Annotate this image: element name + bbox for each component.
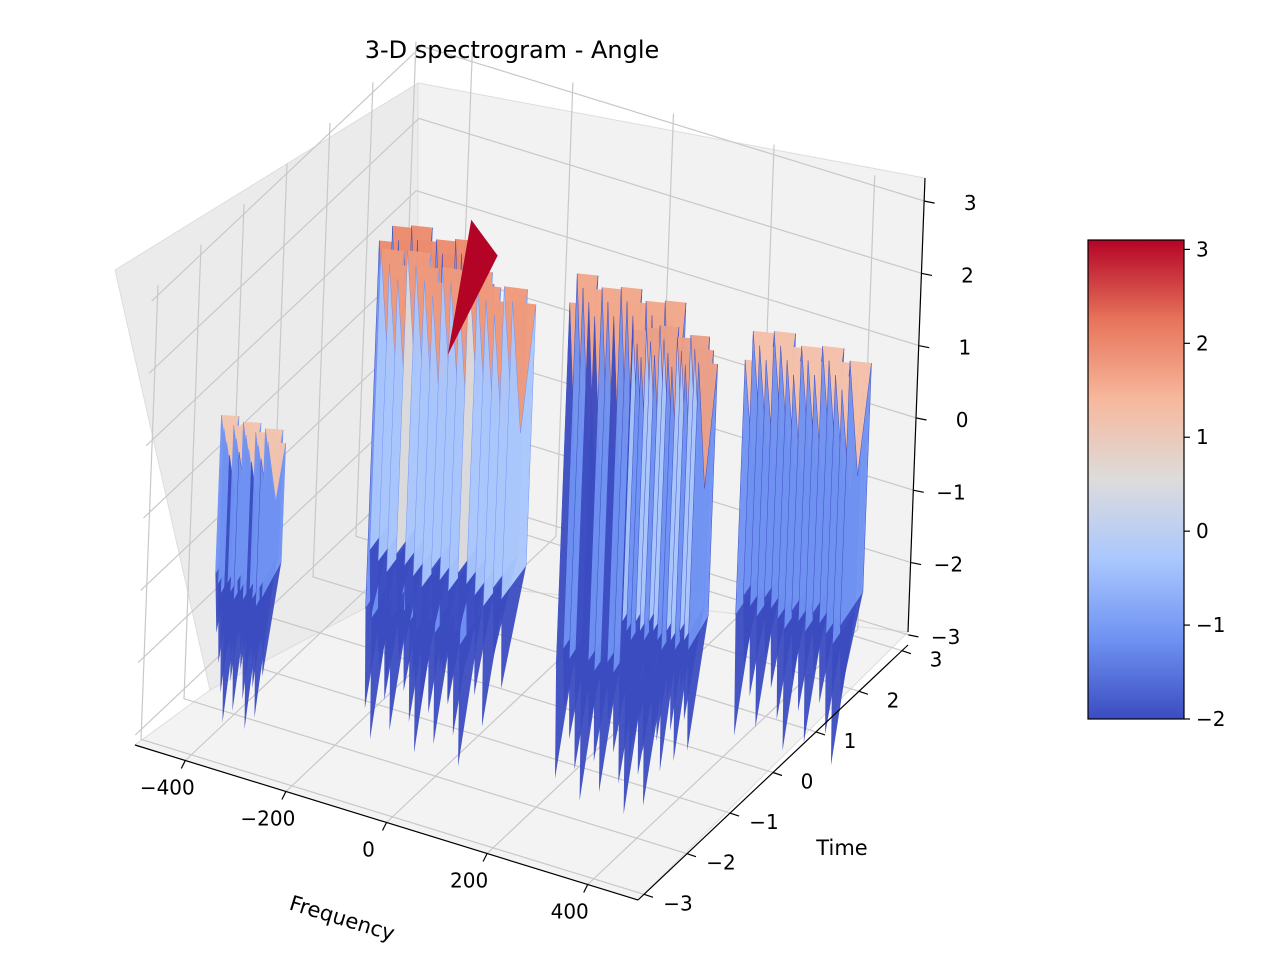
y-tick-label-0: −3 bbox=[663, 891, 692, 915]
z-tick-mark-6 bbox=[924, 200, 935, 204]
grid-line-z-4 bbox=[145, 190, 920, 447]
colorbar-tick-label-2: 0 bbox=[1196, 519, 1209, 543]
z-tick-mark-3 bbox=[916, 417, 927, 421]
x-axis-ticks: −400 −200 0 200 400 bbox=[140, 760, 589, 924]
surface-spike-1-15 bbox=[458, 611, 482, 767]
z-tick-mark-2 bbox=[913, 489, 924, 493]
colorbar-rect bbox=[1087, 239, 1185, 720]
y-tick-mark-6 bbox=[901, 650, 912, 655]
z-tick-label-2: −1 bbox=[936, 480, 965, 504]
surface-band-0 bbox=[215, 414, 287, 730]
chart-title: 3-D spectrogram - Angle bbox=[365, 36, 660, 64]
surface-spike-3-7 bbox=[598, 647, 623, 793]
surface-spike-5-15 bbox=[840, 592, 863, 696]
colorbar-tick-label-0: −2 bbox=[1196, 707, 1225, 731]
y-tick-label-4: 1 bbox=[844, 729, 857, 753]
colorbar-tick-label-3: 1 bbox=[1196, 425, 1209, 449]
grid-line-z-5 bbox=[148, 117, 923, 374]
z-tick-mark-5 bbox=[921, 272, 933, 277]
surface-spike-3-0 bbox=[554, 634, 579, 779]
surface-spike-5-10 bbox=[803, 598, 828, 743]
y-tick-label-2: −1 bbox=[749, 810, 778, 834]
surface-spike-2-13 bbox=[481, 572, 509, 727]
y-tick-label-3: 0 bbox=[801, 770, 814, 794]
y-axis-label: Time bbox=[815, 836, 867, 860]
surface-spike-2-1 bbox=[377, 527, 403, 651]
surface-spike-2-15 bbox=[501, 565, 527, 689]
surface-spike-1-1 bbox=[370, 584, 394, 740]
colorbar-ticks: −2 −1 0 1 2 3 bbox=[1184, 237, 1225, 731]
colorbar: −2 −1 0 1 2 3 bbox=[1087, 237, 1225, 731]
y-tick-mark-3 bbox=[772, 771, 783, 777]
surface-band-5 bbox=[734, 330, 872, 766]
z-tick-label-3: 0 bbox=[956, 408, 969, 432]
x-tick-label-2: 0 bbox=[362, 838, 375, 862]
x-tick-mark-3 bbox=[482, 853, 488, 862]
y-tick-mark-0 bbox=[643, 893, 654, 898]
z-tick-label-4: 1 bbox=[958, 336, 971, 360]
y-tick-label-6: 3 bbox=[930, 648, 943, 672]
x-axis-label: Frequency bbox=[287, 891, 398, 946]
x-tick-label-0: −400 bbox=[140, 776, 195, 800]
surface-spike-5-7 bbox=[782, 596, 807, 751]
x-tick-label-3: 200 bbox=[450, 869, 488, 893]
grid-line-x-4 bbox=[587, 175, 876, 885]
surface-spike-3-4 bbox=[579, 646, 604, 801]
surface-peak bbox=[447, 219, 498, 355]
surface-band-4 bbox=[621, 325, 718, 772]
x-tick-label-4: 400 bbox=[551, 900, 589, 924]
surface-band-2 bbox=[369, 248, 537, 727]
z-tick-label-1: −2 bbox=[934, 553, 963, 577]
surface-spike-2-6 bbox=[420, 553, 447, 708]
z-tick-label-0: −3 bbox=[931, 625, 960, 649]
z-axis-ticks: −3 −2 −1 0 1 2 3 bbox=[908, 191, 977, 649]
z-axis-line bbox=[907, 177, 926, 633]
grid-line-z-6 bbox=[151, 45, 925, 302]
surface-plot bbox=[215, 219, 872, 815]
surface-spike-2-2 bbox=[385, 538, 412, 683]
z-tick-mark-4 bbox=[919, 345, 930, 349]
surface-spike-4-15 bbox=[687, 616, 709, 751]
surface-spike-1-11 bbox=[433, 599, 457, 745]
surface-spike-0-15 bbox=[262, 562, 282, 677]
x-tick-mark-1 bbox=[281, 791, 287, 800]
colorbar-tick-label-5: 3 bbox=[1196, 237, 1209, 261]
z-tick-mark-1 bbox=[910, 561, 922, 566]
z-tick-mark-0 bbox=[908, 634, 919, 638]
y-axis-ticks: −3 −2 −1 0 1 2 3 bbox=[643, 648, 943, 915]
surface-spike-5-2 bbox=[749, 573, 773, 697]
y-tick-mark-2 bbox=[729, 812, 740, 817]
y-tick-mark-1 bbox=[686, 853, 697, 858]
grid-line-y-0 bbox=[140, 285, 645, 895]
colorbar-tick-label-1: −1 bbox=[1196, 613, 1225, 637]
y-tick-label-5: 2 bbox=[887, 688, 900, 712]
y-tick-mark-4 bbox=[815, 731, 826, 736]
surface-spike-3-3 bbox=[574, 635, 598, 770]
x-tick-mark-2 bbox=[381, 822, 388, 831]
y-tick-label-1: −2 bbox=[706, 851, 735, 875]
x-tick-mark-4 bbox=[583, 884, 589, 893]
x-tick-mark-0 bbox=[180, 760, 186, 769]
z-tick-label-6: 3 bbox=[964, 191, 977, 215]
y-tick-mark-5 bbox=[858, 690, 869, 695]
z-tick-label-5: 2 bbox=[961, 263, 974, 287]
x-tick-label-1: −200 bbox=[240, 807, 295, 831]
colorbar-tick-label-4: 2 bbox=[1196, 331, 1209, 355]
grid-line-y-1 bbox=[183, 244, 688, 855]
grid-line-x-1 bbox=[285, 82, 574, 792]
